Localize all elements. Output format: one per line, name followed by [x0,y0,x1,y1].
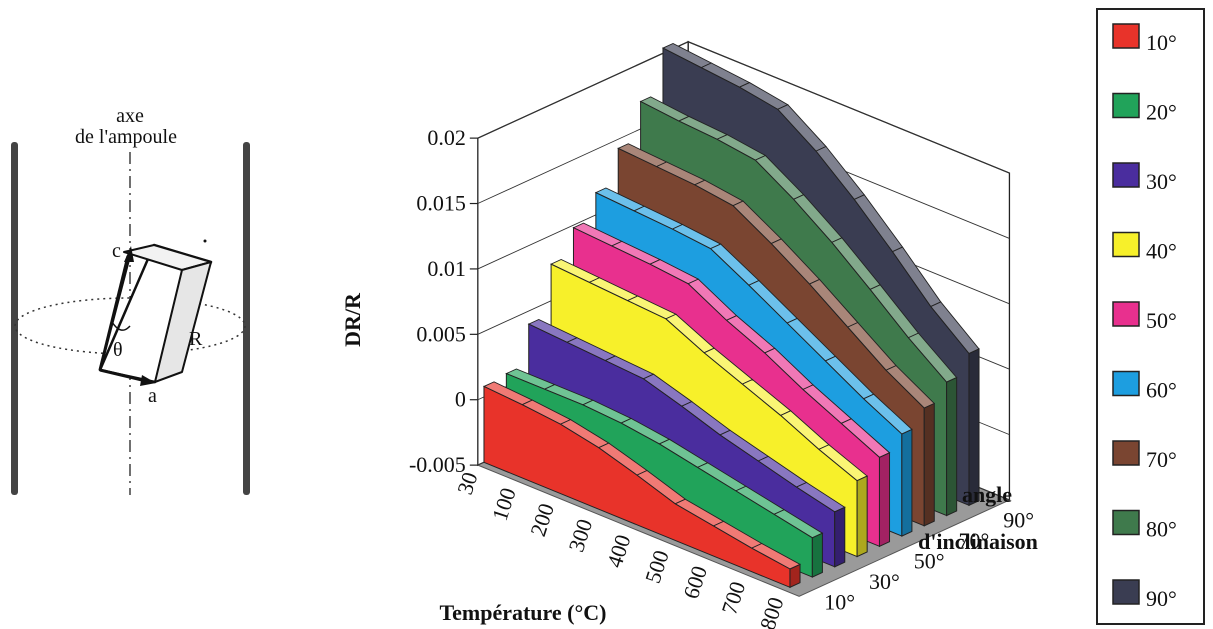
series-end-cap [856,475,868,558]
ampoule-wall-right [243,142,250,495]
series-end-cap [789,563,801,589]
series-end-cap [834,506,846,568]
legend-label: 50° [1146,308,1177,333]
x-tick-label: 100 [487,485,521,524]
label-c: c [112,240,121,262]
legend: 10° 20° 30° 40° 50° 60° 70° 80° 90° [1096,8,1205,625]
gridline [477,41,1010,174]
depth-tick-label: 10° [824,589,855,614]
legend-label: 20° [1146,100,1177,125]
legend-label: 40° [1146,239,1177,264]
x-tick-label: 200 [525,500,559,539]
series-end-cap [923,402,935,527]
legend-item: 90° [1112,579,1177,611]
legend-item: 60° [1112,370,1177,403]
legend-label: 10° [1146,30,1177,55]
y-tick-label: 0.01 [427,256,466,281]
label-R: R [189,328,203,350]
legend-item: 20° [1112,92,1177,125]
series-end-cap [811,532,823,578]
series-end-cap [946,376,958,517]
depth-axis-title-line1: angle [962,482,1012,507]
depth-tick-label: 30° [869,569,900,594]
x-tick-label: 700 [716,578,750,617]
series-2 [505,368,824,578]
legend-swatch [1112,162,1140,188]
speck [203,239,207,243]
rotation-ellipse [14,297,246,355]
theta-arc [111,321,131,331]
legend-swatch [1112,92,1140,119]
y-tick-label: 0.005 [416,321,466,346]
depth-tick-label: 70° [959,528,990,553]
series-1 [482,381,802,589]
series-layer [482,42,980,589]
legend-swatch [1112,231,1140,258]
legend-label: 30° [1146,169,1177,194]
x-tick-label: 600 [678,563,712,602]
x-tick-label: 800 [755,594,789,629]
series-end-cap [968,348,980,507]
axis-label-line2: de l'ampoule [75,126,177,148]
depth-tick-label: 90° [1003,507,1034,532]
legend-swatch [1112,579,1140,605]
label-a: a [148,385,157,407]
a-axis-arrow [99,368,156,386]
legend-item: 40° [1112,231,1177,264]
x-tick-label: 400 [602,531,636,570]
legend-item: 30° [1112,162,1177,194]
series-end-cap [901,428,913,537]
legend-swatch [1112,370,1140,397]
legend-swatch [1112,509,1140,536]
y-tick-label: 0.015 [416,191,466,216]
c-axis-arrow [98,246,134,371]
legend-swatch [1112,440,1140,466]
axis-label-line1: axe [116,105,144,127]
label-theta: θ [113,339,123,361]
depth-axis-title-line2: d'inclinaison [918,529,1038,554]
legend-label: 70° [1146,447,1177,472]
legend-label: 90° [1146,586,1177,611]
legend-item: 70° [1112,440,1177,472]
legend-item: 50° [1112,301,1177,333]
legend-label: 60° [1146,378,1177,403]
legend-item: 80° [1112,509,1177,542]
y-tick-label: 0.02 [427,125,466,150]
y-tick-label: -0.005 [409,452,466,477]
crystal-icon [98,243,213,384]
y-axis-title: DR/R [340,292,365,347]
y-tick-label: 0 [455,387,466,412]
legend-swatch [1112,301,1140,327]
x-tick-label: 300 [563,516,597,555]
legend-swatch [1112,23,1140,49]
ampoule-diagram: axe de l'ampoule c a θ R [11,105,250,495]
x-tick-label: 500 [640,547,674,586]
legend-label: 80° [1146,517,1177,542]
legend-item: 10° [1112,23,1177,55]
series-end-cap [878,451,891,548]
ampoule-wall-left [11,142,18,495]
depth-tick-label: 50° [914,548,945,573]
x-axis-title: Température (°C) [439,600,606,625]
x-tick-label: 30 [452,469,483,498]
